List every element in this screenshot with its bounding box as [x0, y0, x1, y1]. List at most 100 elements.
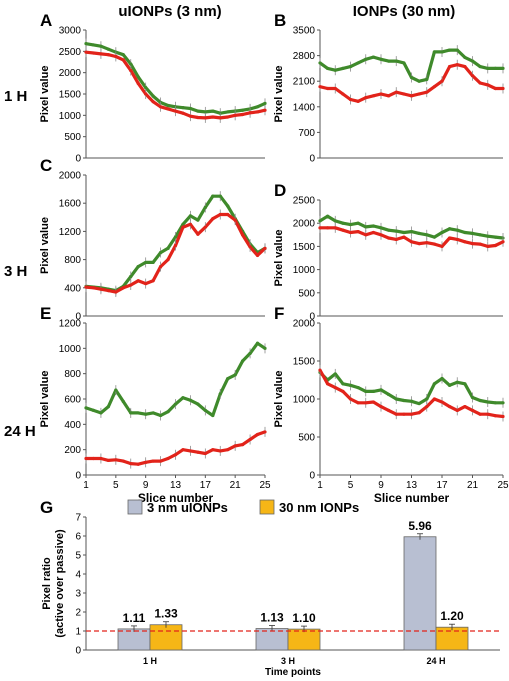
- data-point: [166, 107, 170, 111]
- data-label: 1.11: [123, 611, 146, 625]
- x-tick-label: 1 H: [143, 656, 157, 666]
- data-point: [364, 233, 368, 237]
- data-point: [248, 245, 252, 249]
- data-point: [121, 286, 125, 290]
- x-axis-label: Slice number: [374, 491, 450, 505]
- series-line: [85, 212, 267, 294]
- y-tick-label: 2800: [293, 51, 316, 62]
- data-point: [486, 400, 490, 404]
- data-point: [470, 74, 475, 78]
- data-point: [394, 237, 398, 242]
- data-point: [470, 395, 475, 400]
- data-point: [84, 285, 88, 289]
- data-point: [333, 226, 337, 230]
- data-point: [318, 368, 322, 372]
- y-tick-label: 500: [298, 288, 315, 299]
- data-point: [364, 389, 368, 393]
- y-tick-label: 1600: [59, 199, 82, 210]
- data-point: [348, 222, 353, 227]
- y-tick-label: 400: [64, 420, 81, 431]
- data-point: [379, 388, 383, 392]
- data-point: [203, 110, 207, 114]
- data-point: [425, 405, 429, 409]
- data-point: [379, 226, 383, 230]
- data-point: [233, 444, 237, 448]
- column-header-right: IONPs (30 nm): [353, 3, 456, 20]
- data-point: [470, 231, 475, 236]
- x-tick-label: 21: [467, 480, 479, 491]
- data-point: [333, 372, 337, 376]
- data-point: [486, 66, 490, 70]
- data-point: [181, 111, 185, 115]
- data-label: 5.96: [408, 519, 432, 533]
- data-label: 1.20: [440, 609, 464, 623]
- data-point: [478, 242, 482, 246]
- data-point: [371, 400, 375, 404]
- panel-b: B 0 700 1400 2100 2800 3500 Pixel value: [273, 11, 505, 165]
- data-point: [248, 351, 252, 355]
- y-tick-label: 2500: [59, 47, 82, 58]
- data-point: [114, 458, 118, 462]
- data-point: [417, 231, 421, 236]
- panel-letter: C: [40, 156, 52, 175]
- series-green: [318, 367, 505, 408]
- data-point: [364, 96, 368, 100]
- data-point: [371, 224, 375, 228]
- data-point: [463, 405, 467, 409]
- legend-label-orange: 30 nm IONPs: [279, 500, 359, 515]
- bar: [255, 628, 289, 651]
- data-point: [356, 61, 360, 65]
- series-red: [84, 47, 267, 123]
- y-tick-label: 0: [309, 154, 315, 165]
- data-point: [341, 221, 345, 225]
- y-tick-label: 2000: [59, 171, 82, 182]
- data-point: [99, 287, 103, 291]
- data-point: [440, 79, 444, 83]
- data-point: [114, 54, 118, 59]
- data-point: [493, 414, 497, 418]
- data-point: [440, 376, 444, 381]
- data-point: [448, 405, 452, 409]
- panel-f: F 0 500 1000 1500 2000 1 5 9 13 17 21 25 Slice number…: [273, 304, 509, 505]
- data-point: [255, 341, 260, 345]
- x-tick-label: 13: [406, 480, 418, 491]
- y-tick-label: 0: [309, 312, 315, 323]
- data-point: [387, 236, 391, 240]
- x-tick-label: 17: [436, 480, 448, 491]
- data-point: [379, 405, 383, 409]
- data-point: [493, 243, 497, 248]
- data-point: [129, 462, 133, 466]
- x-tick-label: 1: [317, 480, 323, 491]
- data-point: [387, 94, 391, 98]
- data-point: [333, 386, 337, 390]
- data-point: [226, 110, 230, 114]
- data-point: [440, 50, 444, 54]
- data-point: [114, 290, 118, 294]
- data-point: [263, 430, 267, 434]
- y-axis-label: Pixel value: [39, 66, 51, 123]
- data-point: [364, 57, 368, 61]
- data-point: [409, 412, 414, 416]
- y-tick-label: 0: [75, 312, 81, 323]
- data-point: [486, 412, 490, 416]
- data-point: [341, 389, 345, 393]
- y-axis-label: Pixel value: [273, 66, 285, 123]
- data-point: [173, 109, 178, 113]
- y-axis-label: Pixel value: [39, 371, 51, 428]
- y-tick-label: 1000: [293, 395, 316, 406]
- data-point: [188, 114, 193, 118]
- data-point: [226, 377, 230, 381]
- data-point: [326, 226, 330, 230]
- data-point: [211, 109, 215, 113]
- data-point: [356, 99, 360, 103]
- data-point: [470, 59, 475, 63]
- data-point: [417, 401, 421, 406]
- y-tick-label: 0: [75, 154, 81, 165]
- y-tick-label: 200: [64, 445, 81, 456]
- data-point: [233, 218, 237, 222]
- data-point: [501, 240, 505, 244]
- data-point: [136, 411, 140, 415]
- data-point: [173, 402, 178, 406]
- data-point: [151, 100, 155, 104]
- data-point: [455, 228, 459, 232]
